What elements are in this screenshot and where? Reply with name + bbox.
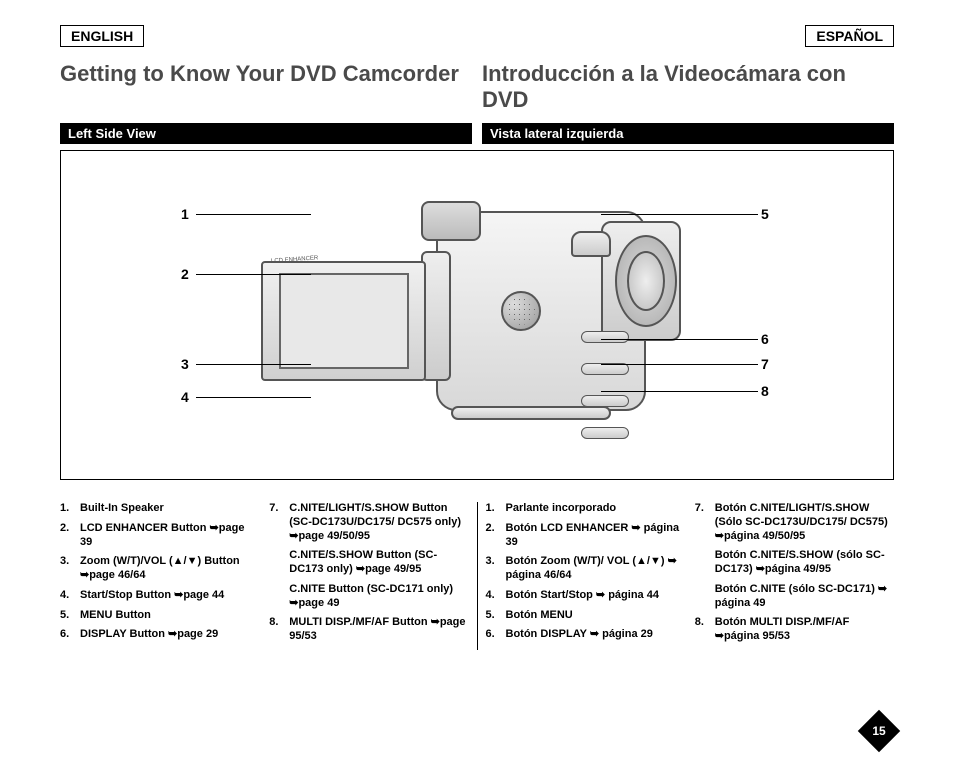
cam-mic xyxy=(571,231,611,257)
callout-number: 1 xyxy=(181,206,189,222)
list-item: 1.Built-In Speaker xyxy=(60,502,259,516)
cam-lens-inner xyxy=(627,251,665,311)
lang-english-box: ENGLISH xyxy=(60,25,144,47)
list-item: 4.Botón Start/Stop ➥ página 44 xyxy=(486,589,685,603)
callout-line xyxy=(196,364,311,365)
callout-number: 6 xyxy=(761,331,769,347)
cam-lcd-screen xyxy=(279,273,409,369)
callout-number: 4 xyxy=(181,389,189,405)
section-bar-en: Left Side View xyxy=(60,123,472,144)
callout-line xyxy=(601,339,758,340)
list-item: 6.DISPLAY Button ➥page 29 xyxy=(60,628,259,642)
list-item: 8.MULTI DISP./MF/AF Button ➥page 95/53 xyxy=(269,616,468,644)
parts-list-es-b: 7.Botón C.NITE/LIGHT/S.SHOW (Sólo SC-DC1… xyxy=(695,502,894,650)
page-title-en: Getting to Know Your DVD Camcorder xyxy=(60,61,472,87)
diagram-frame: LCD ENHANCER 1 2 3 4 5 6 7 8 xyxy=(60,150,894,480)
cam-speaker xyxy=(501,291,541,331)
callout-line xyxy=(601,364,758,365)
cam-viewfinder xyxy=(421,201,481,241)
list-item: 1.Parlante incorporado xyxy=(486,502,685,516)
page-number: 15 xyxy=(872,724,885,738)
list-item: 3.Zoom (W/T)/VOL (▲/▼) Button ➥page 46/6… xyxy=(60,555,259,583)
callout-number: 5 xyxy=(761,206,769,222)
list-item: 2.Botón LCD ENHANCER ➥ página 39 xyxy=(486,522,685,550)
list-item: 6.Botón DISPLAY ➥ página 29 xyxy=(486,628,685,642)
list-item: 8.Botón MULTI DISP./MF/AF ➥página 95/53 xyxy=(695,616,894,644)
manual-page: ENGLISH ESPAÑOL Getting to Know Your DVD… xyxy=(60,25,894,741)
parts-lists: 1.Built-In Speaker 2.LCD ENHANCER Button … xyxy=(60,502,894,650)
list-item: 5.MENU Button xyxy=(60,609,259,623)
callout-line xyxy=(601,391,758,392)
callout-line xyxy=(196,274,311,275)
section-bar-es: Vista lateral izquierda xyxy=(482,123,894,144)
camcorder-illustration: LCD ENHANCER xyxy=(281,191,681,451)
callout-line xyxy=(196,214,311,215)
title-col-es: Introducción a la Videocámara con DVD xyxy=(472,61,894,123)
parts-list-en-a: 1.Built-In Speaker 2.LCD ENHANCER Button … xyxy=(60,502,259,650)
list-subitem: C.NITE/S.SHOW Button (SC-DC173 only) ➥pa… xyxy=(289,549,468,577)
column-divider xyxy=(477,502,478,650)
callout-number: 7 xyxy=(761,356,769,372)
list-subitem: C.NITE Button (SC-DC171 only) ➥page 49 xyxy=(289,583,468,611)
lang-espanol-box: ESPAÑOL xyxy=(805,25,894,47)
titles-row: Getting to Know Your DVD Camcorder Intro… xyxy=(60,61,894,123)
list-item: 3.Botón Zoom (W/T)/ VOL (▲/▼) ➥ página 4… xyxy=(486,555,685,583)
list-item: 5.Botón MENU xyxy=(486,609,685,623)
section-bars: Left Side View Vista lateral izquierda xyxy=(60,123,894,150)
cam-button xyxy=(581,331,629,343)
callout-number: 8 xyxy=(761,383,769,399)
callout-number: 3 xyxy=(181,356,189,372)
cam-strap xyxy=(451,406,611,420)
list-subitem: Botón C.NITE (sólo SC-DC171) ➥ página 49 xyxy=(715,583,894,611)
parts-list-es-a: 1.Parlante incorporado 2.Botón LCD ENHANC… xyxy=(486,502,685,650)
list-item: 2.LCD ENHANCER Button ➥page 39 xyxy=(60,522,259,550)
list-subitem: Botón C.NITE/S.SHOW (sólo SC-DC173) ➥pág… xyxy=(715,549,894,577)
list-item: 7.C.NITE/LIGHT/S.SHOW Button (SC-DC173U/… xyxy=(269,502,468,543)
title-col-en: Getting to Know Your DVD Camcorder xyxy=(60,61,472,123)
cam-button xyxy=(581,427,629,439)
language-row: ENGLISH ESPAÑOL xyxy=(60,25,894,47)
parts-list-en-b: 7.C.NITE/LIGHT/S.SHOW Button (SC-DC173U/… xyxy=(269,502,468,650)
callout-line xyxy=(601,214,758,215)
callout-line xyxy=(196,397,311,398)
callout-number: 2 xyxy=(181,266,189,282)
list-item: 7.Botón C.NITE/LIGHT/S.SHOW (Sólo SC-DC1… xyxy=(695,502,894,543)
page-title-es: Introducción a la Videocámara con DVD xyxy=(482,61,894,113)
list-item: 4.Start/Stop Button ➥page 44 xyxy=(60,589,259,603)
